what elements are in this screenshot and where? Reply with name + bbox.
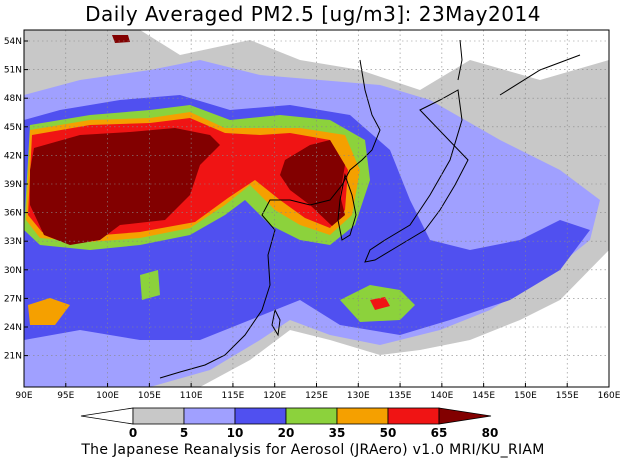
colorbar-label: 65: [431, 426, 448, 440]
credit-line: The Japanese Reanalysis for Aerosol (JRA…: [81, 442, 545, 458]
lon-tick-label: 130E: [347, 391, 370, 401]
graticule: [24, 30, 609, 387]
colorbar-label: 80: [482, 426, 499, 440]
pm25-band-80: [112, 35, 130, 43]
lat-tick-label: 51N: [4, 66, 22, 76]
lat-tick-label: 24N: [4, 323, 22, 333]
longitude-ticks: 90E 95E 100E 105E 110E 115E 120E 125E 130E 135E 14…: [15, 383, 621, 401]
lat-tick-label: 42N: [4, 151, 22, 161]
colorbar-label: 20: [278, 426, 295, 440]
lon-tick-label: 145E: [472, 391, 495, 401]
colorbar-label: 0: [129, 426, 137, 440]
pm25-band-35: [140, 270, 160, 300]
map-title: Daily Averaged PM2.5 [ug/m3]: 23May2014: [85, 2, 541, 26]
colorbar-segment: [285, 407, 338, 425]
coastline-korea: [337, 173, 357, 241]
lat-tick-label: 21N: [4, 352, 22, 362]
colorbar-label: 5: [180, 426, 188, 440]
lon-tick-label: 140E: [430, 391, 453, 401]
colorbar-segment: [336, 407, 389, 425]
colorbar-segment: [183, 407, 236, 425]
lat-tick-label: 33N: [4, 237, 22, 247]
lon-tick-label: 95E: [57, 391, 74, 401]
lon-tick-label: 150E: [514, 391, 537, 401]
coastline-sakhalin: [457, 39, 463, 81]
lat-tick-label: 48N: [4, 94, 22, 104]
coastline-mainland: [159, 59, 381, 379]
lon-tick-label: 105E: [138, 391, 161, 401]
pm25-band-50: [28, 298, 70, 325]
colorbar-label: 50: [380, 426, 397, 440]
coastline-kurils: [499, 54, 581, 96]
lon-tick-label: 120E: [263, 391, 286, 401]
pm25-band-80: [280, 140, 345, 226]
colorbar: 0 5 10 20 35 50 65 80: [80, 407, 499, 440]
concentration-layers: [24, 30, 609, 387]
lat-tick-label: 54N: [4, 37, 22, 47]
lat-tick-label: 45N: [4, 123, 22, 133]
coastlines: [159, 39, 581, 379]
colorbar-segment: [132, 407, 185, 425]
lon-tick-label: 115E: [221, 391, 244, 401]
colorbar-label: 35: [329, 426, 346, 440]
lat-tick-label: 36N: [4, 209, 22, 219]
colorbar-segment: [387, 407, 440, 425]
colorbar-segment: [80, 407, 134, 425]
lon-tick-label: 160E: [598, 391, 621, 401]
lat-tick-label: 39N: [4, 180, 22, 190]
coastline-japan: [364, 89, 469, 263]
colorbar-segment: [234, 407, 287, 425]
pm25-band-80: [30, 128, 220, 245]
lat-tick-label: 27N: [4, 294, 22, 304]
lon-tick-label: 110E: [180, 391, 203, 401]
pm25-band-65: [370, 297, 390, 310]
lat-tick-label: 30N: [4, 266, 22, 276]
lon-tick-label: 155E: [556, 391, 579, 401]
lon-tick-label: 125E: [305, 391, 328, 401]
colorbar-label: 10: [227, 426, 244, 440]
lon-tick-label: 90E: [15, 391, 32, 401]
lon-tick-label: 100E: [96, 391, 119, 401]
coastline-taiwan: [271, 308, 281, 337]
latitude-ticks: 54N 51N 48N 45N 42N 39N 36N 33N 30N 27N 24N 21N: [4, 37, 28, 362]
colorbar-segment: [438, 407, 492, 425]
lon-tick-label: 135E: [389, 391, 412, 401]
